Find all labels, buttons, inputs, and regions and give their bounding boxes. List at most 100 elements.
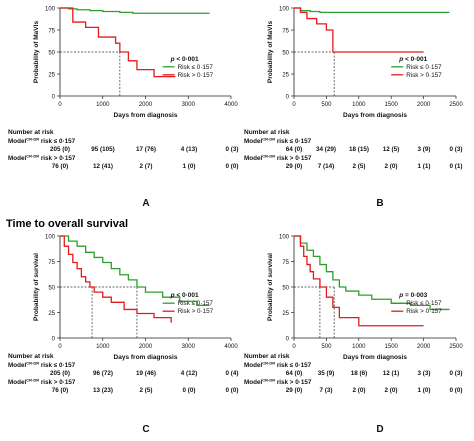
y-tick-label: 50 [282, 50, 289, 56]
risk-table-title: Number at risk [244, 129, 290, 136]
series-line-low-risk [294, 7, 450, 14]
risk-row-label: ModelCR-DR risk ≤ 0·157 [244, 361, 312, 370]
risk-cell: 0 (0) [183, 387, 196, 394]
y-tick-label: 50 [48, 285, 55, 291]
x-tick-label: 500 [321, 344, 332, 350]
y-tick-label: 0 [286, 94, 290, 100]
y-tick-label: 25 [282, 72, 289, 78]
risk-cell: 64 (0) [286, 370, 302, 377]
panel-letter: B [376, 198, 383, 209]
risk-cell: 2 (0) [385, 387, 398, 394]
y-tick-label: 50 [48, 50, 55, 56]
series-line-high-risk [60, 7, 176, 78]
risk-cell: 2 (5) [140, 387, 153, 394]
risk-cell: 13 (23) [93, 387, 113, 394]
risk-cell: 1 (0) [183, 163, 196, 170]
y-tick-label: 100 [279, 234, 290, 240]
risk-cell: 35 (9) [318, 370, 334, 377]
series-line-high-risk [60, 235, 172, 323]
risk-cell: 0 (0) [226, 163, 239, 170]
y-tick-label: 25 [282, 311, 289, 317]
risk-cell: 29 (0) [286, 163, 302, 170]
risk-row-label: ModelCR-DR risk > 0·157 [8, 154, 76, 163]
risk-cell: 1 (1) [418, 163, 431, 170]
series-line-high-risk [294, 235, 424, 327]
section-heading: Time to overall survival [6, 218, 128, 230]
risk-cell: 0 (3) [450, 146, 463, 153]
x-tick-label: 0 [292, 102, 296, 108]
legend-entry: Risk ≤ 0·157 [178, 64, 214, 71]
x-tick-label: 3000 [182, 344, 196, 350]
panel-letter: C [142, 424, 149, 435]
y-tick-label: 100 [45, 234, 56, 240]
y-tick-label: 0 [286, 336, 290, 342]
y-tick-label: 75 [48, 28, 55, 34]
risk-cell: 7 (14) [318, 163, 334, 170]
risk-cell: 17 (76) [136, 146, 156, 153]
x-tick-label: 2000 [139, 344, 153, 350]
risk-row-label: ModelCR-DR risk ≤ 0·157 [8, 137, 76, 146]
p-value-label: p < 0·001 [170, 292, 199, 299]
risk-cell: 1 (0) [418, 387, 431, 394]
risk-cell: 2 (7) [140, 163, 153, 170]
risk-row-label: ModelCR-DR risk ≤ 0·157 [8, 361, 76, 370]
legend-entry: Risk ≤ 0·157 [406, 64, 442, 71]
risk-cell: 96 (72) [93, 370, 113, 377]
risk-cell: 19 (46) [136, 370, 156, 377]
x-tick-label: 1500 [385, 344, 399, 350]
y-tick-label: 25 [48, 311, 55, 317]
risk-cell: 205 (0) [50, 146, 70, 153]
risk-cell: 18 (6) [351, 370, 367, 377]
legend-entry: Risk ≤ 0·157 [406, 300, 442, 307]
risk-row-label: ModelCR-DR risk > 0·157 [244, 378, 312, 387]
risk-cell: 2 (0) [385, 163, 398, 170]
risk-cell: 3 (3) [418, 370, 431, 377]
risk-cell: 76 (0) [52, 387, 68, 394]
risk-cell: 29 (0) [286, 387, 302, 394]
x-tick-label: 500 [321, 102, 332, 108]
x-tick-label: 4000 [224, 102, 238, 108]
y-tick-label: 100 [279, 6, 290, 12]
risk-table-title: Number at risk [244, 353, 290, 360]
x-tick-label: 1000 [352, 344, 366, 350]
x-tick-label: 4000 [224, 344, 238, 350]
y-tick-label: 75 [282, 28, 289, 34]
x-tick-label: 1000 [96, 102, 110, 108]
p-value-label: p < 0·001 [170, 56, 199, 63]
risk-cell: 3 (9) [418, 146, 431, 153]
risk-cell: 2 (5) [353, 163, 366, 170]
risk-cell: 0 (1) [450, 163, 463, 170]
risk-table-title: Number at risk [8, 353, 54, 360]
risk-cell: 18 (15) [349, 146, 369, 153]
risk-table-title: Number at risk [8, 129, 54, 136]
risk-cell: 0 (0) [226, 387, 239, 394]
y-tick-label: 50 [282, 285, 289, 291]
y-axis-title: Probability of MaVIs [33, 21, 40, 84]
y-axis-title: Probability of survival [33, 253, 40, 321]
risk-cell: 76 (0) [52, 163, 68, 170]
legend-entry: Risk ≤ 0·157 [178, 300, 214, 307]
risk-cell: 0 (0) [450, 387, 463, 394]
risk-row-label: ModelCR-DR risk ≤ 0·157 [244, 137, 312, 146]
panel-letter: A [142, 198, 149, 209]
x-tick-label: 2000 [139, 102, 153, 108]
risk-cell: 12 (41) [93, 163, 113, 170]
panel-letter: D [376, 424, 383, 435]
risk-cell: 4 (12) [181, 370, 197, 377]
y-tick-label: 0 [52, 94, 56, 100]
risk-cell: 4 (13) [181, 146, 197, 153]
y-axis-title: Probability of survival [267, 253, 274, 321]
series-line-low-risk [60, 7, 210, 14]
risk-cell: 12 (1) [383, 370, 399, 377]
risk-cell: 205 (0) [50, 370, 70, 377]
risk-row-label: ModelCR-DR risk > 0·157 [244, 154, 312, 163]
p-value-label: p = 0·003 [398, 292, 427, 299]
risk-cell: 7 (3) [320, 387, 333, 394]
x-axis-title: Days from diagnosis [114, 354, 178, 361]
y-tick-label: 75 [282, 260, 289, 266]
y-tick-label: 0 [52, 336, 56, 342]
risk-cell: 64 (0) [286, 146, 302, 153]
